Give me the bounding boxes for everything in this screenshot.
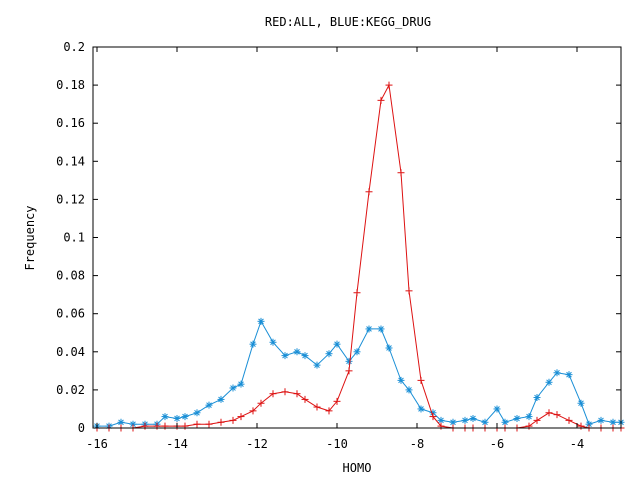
y-tick-label: 0.14 bbox=[56, 154, 85, 168]
data-point bbox=[301, 352, 309, 360]
data-point bbox=[377, 325, 385, 333]
data-point bbox=[385, 344, 393, 352]
series-2 bbox=[93, 81, 625, 432]
series-line bbox=[97, 320, 621, 427]
data-point bbox=[429, 413, 437, 421]
x-tick-label: -10 bbox=[326, 437, 348, 451]
plot-frame bbox=[92, 46, 622, 429]
y-tick-label: 0.08 bbox=[56, 269, 85, 283]
data-point bbox=[181, 422, 189, 430]
y-tick-label: 0.2 bbox=[63, 40, 85, 54]
data-point bbox=[161, 422, 169, 430]
x-tick-label: -12 bbox=[246, 437, 268, 451]
data-point bbox=[257, 317, 265, 325]
data-point bbox=[313, 403, 321, 411]
y-axis-label: Frequency bbox=[23, 205, 37, 270]
data-point bbox=[269, 338, 277, 346]
data-point bbox=[397, 376, 405, 384]
series-1 bbox=[93, 317, 625, 430]
y-tick-label: 0.04 bbox=[56, 345, 85, 359]
data-point bbox=[237, 380, 245, 388]
data-point bbox=[249, 340, 257, 348]
data-point bbox=[141, 422, 149, 430]
data-point bbox=[353, 289, 361, 297]
data-point bbox=[565, 416, 573, 424]
data-point bbox=[193, 420, 201, 428]
data-point bbox=[461, 416, 469, 424]
plot-area bbox=[93, 81, 625, 432]
data-point bbox=[397, 169, 405, 177]
data-point bbox=[377, 96, 385, 104]
data-point bbox=[237, 413, 245, 421]
data-point bbox=[333, 340, 341, 348]
data-point bbox=[525, 413, 533, 421]
x-axis-label: HOMO bbox=[343, 461, 372, 475]
data-point bbox=[249, 407, 257, 415]
x-tick-label: -14 bbox=[166, 437, 188, 451]
data-point bbox=[525, 422, 533, 430]
data-point bbox=[205, 401, 213, 409]
data-point bbox=[301, 395, 309, 403]
data-point bbox=[293, 348, 301, 356]
data-point bbox=[281, 352, 289, 360]
data-point bbox=[417, 405, 425, 413]
series-line bbox=[97, 83, 621, 429]
data-point bbox=[405, 287, 413, 295]
chart-title: RED:ALL, BLUE:KEGG_DRUG bbox=[265, 15, 431, 29]
y-tick-label: 0.12 bbox=[56, 192, 85, 206]
data-point bbox=[257, 399, 265, 407]
data-point bbox=[405, 386, 413, 394]
y-tick-label: 0.1 bbox=[63, 231, 85, 245]
data-point bbox=[545, 409, 553, 417]
data-point bbox=[281, 388, 289, 396]
x-tick-label: -16 bbox=[86, 437, 108, 451]
data-point bbox=[229, 384, 237, 392]
y-tick-label: 0 bbox=[78, 421, 85, 435]
y-tick-label: 0.18 bbox=[56, 78, 85, 92]
data-point bbox=[325, 350, 333, 358]
data-point bbox=[269, 390, 277, 398]
data-point bbox=[597, 416, 605, 424]
data-point bbox=[345, 367, 353, 375]
data-point bbox=[493, 405, 501, 413]
data-point bbox=[365, 188, 373, 196]
data-point bbox=[229, 416, 237, 424]
data-point bbox=[577, 399, 585, 407]
x-tick-label: -8 bbox=[410, 437, 424, 451]
data-point bbox=[217, 418, 225, 426]
data-point bbox=[533, 394, 541, 402]
data-point bbox=[553, 369, 561, 377]
data-point bbox=[513, 414, 521, 422]
data-point bbox=[193, 409, 201, 417]
data-point bbox=[565, 371, 573, 379]
data-point bbox=[417, 376, 425, 384]
data-point bbox=[217, 395, 225, 403]
x-tick-label: -4 bbox=[570, 437, 584, 451]
y-tick-label: 0.02 bbox=[56, 383, 85, 397]
data-point bbox=[313, 361, 321, 369]
data-point bbox=[609, 418, 617, 426]
data-point bbox=[577, 422, 585, 430]
data-point bbox=[353, 348, 361, 356]
data-point bbox=[553, 411, 561, 419]
axis-ticks: -16 -14 -12 -10 -8 -6 -4 0 0.02 0.04 0.06 0.08 0.1 0.… bbox=[56, 40, 621, 451]
data-point bbox=[293, 390, 301, 398]
y-tick-label: 0.06 bbox=[56, 307, 85, 321]
data-point bbox=[533, 416, 541, 424]
data-point bbox=[205, 420, 213, 428]
y-tick-label: 0.16 bbox=[56, 116, 85, 130]
data-point bbox=[153, 422, 161, 430]
data-point bbox=[365, 325, 373, 333]
data-point bbox=[161, 413, 169, 421]
data-point bbox=[173, 414, 181, 422]
data-point bbox=[333, 397, 341, 405]
data-point bbox=[385, 81, 393, 89]
data-point bbox=[545, 378, 553, 386]
data-point bbox=[325, 407, 333, 415]
data-point bbox=[181, 413, 189, 421]
data-point bbox=[469, 414, 477, 422]
x-tick-label: -6 bbox=[490, 437, 504, 451]
data-point bbox=[345, 357, 353, 365]
